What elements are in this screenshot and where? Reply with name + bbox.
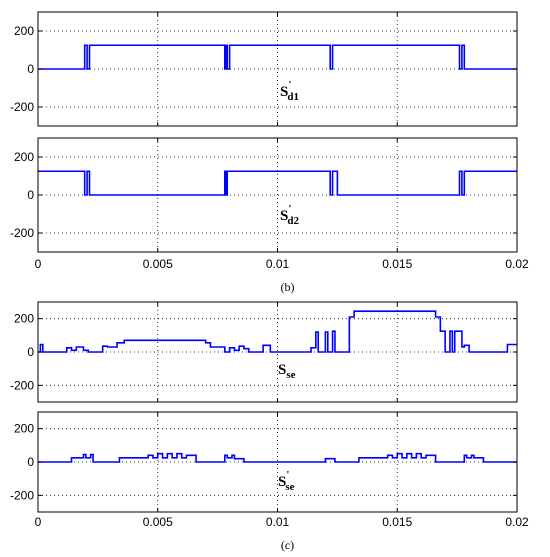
y-tick-label: 0 <box>27 188 34 202</box>
series-label: Sse <box>278 362 296 381</box>
panel-0-1: 200 0 -200 S' d2 <box>10 137 518 253</box>
series-label: S' d2 <box>280 203 300 227</box>
x-tick-label: 0 <box>35 515 42 529</box>
x-tick-label: 0.01 <box>266 257 290 271</box>
panel-0-0: 200 0 -200 S' d1 <box>10 11 518 127</box>
figure-caption: (c) <box>281 538 294 552</box>
series-line-0 <box>38 452 517 463</box>
x-tick-label: 0.02 <box>505 257 529 271</box>
x-tick-label: 0.015 <box>382 257 412 271</box>
series-label-main: S <box>280 84 288 100</box>
y-tick-label: 0 <box>27 345 34 359</box>
y-tick-label: 0 <box>27 62 34 76</box>
series-label-sub: se <box>285 481 294 493</box>
x-tick-label: 0.02 <box>505 515 529 529</box>
series-label-sub: se <box>286 369 295 381</box>
series-label-sup: ' <box>288 79 291 91</box>
y-tick-label: 200 <box>14 24 34 38</box>
y-tick-label: 200 <box>14 422 34 436</box>
x-tick-label: 0.015 <box>382 515 412 529</box>
series-label-main: S <box>278 474 286 490</box>
series-line-0 <box>38 170 517 196</box>
series-label-main: S <box>278 362 286 378</box>
series-label-main: S <box>280 208 288 224</box>
series-label-sup: ' <box>286 469 289 481</box>
figure-caption: (b) <box>281 280 295 294</box>
y-tick-label: 200 <box>14 312 34 326</box>
series-label-sub: d1 <box>287 91 299 103</box>
series-label: S' d1 <box>280 79 299 103</box>
y-tick-label: -200 <box>10 100 34 114</box>
series-label-sup: ' <box>288 203 291 215</box>
panel-1-1: 200 0 -200 S' se <box>10 411 518 513</box>
panel-1-0: 200 0 -200 Sse <box>10 301 518 403</box>
x-tick-label: 0 <box>35 257 42 271</box>
y-tick-label: -200 <box>10 226 34 240</box>
x-tick-label: 0.01 <box>266 515 290 529</box>
x-tick-label: 0.005 <box>143 515 173 529</box>
y-tick-label: 200 <box>14 150 34 164</box>
series-label: S' se <box>278 469 295 493</box>
series-line-0 <box>38 310 517 353</box>
series-label-sub: d2 <box>287 215 299 227</box>
series-line-0 <box>38 44 517 70</box>
x-tick-label: 0.005 <box>143 257 173 271</box>
y-tick-label: -200 <box>10 378 34 392</box>
y-tick-label: 0 <box>27 455 34 469</box>
y-tick-label: -200 <box>10 488 34 502</box>
